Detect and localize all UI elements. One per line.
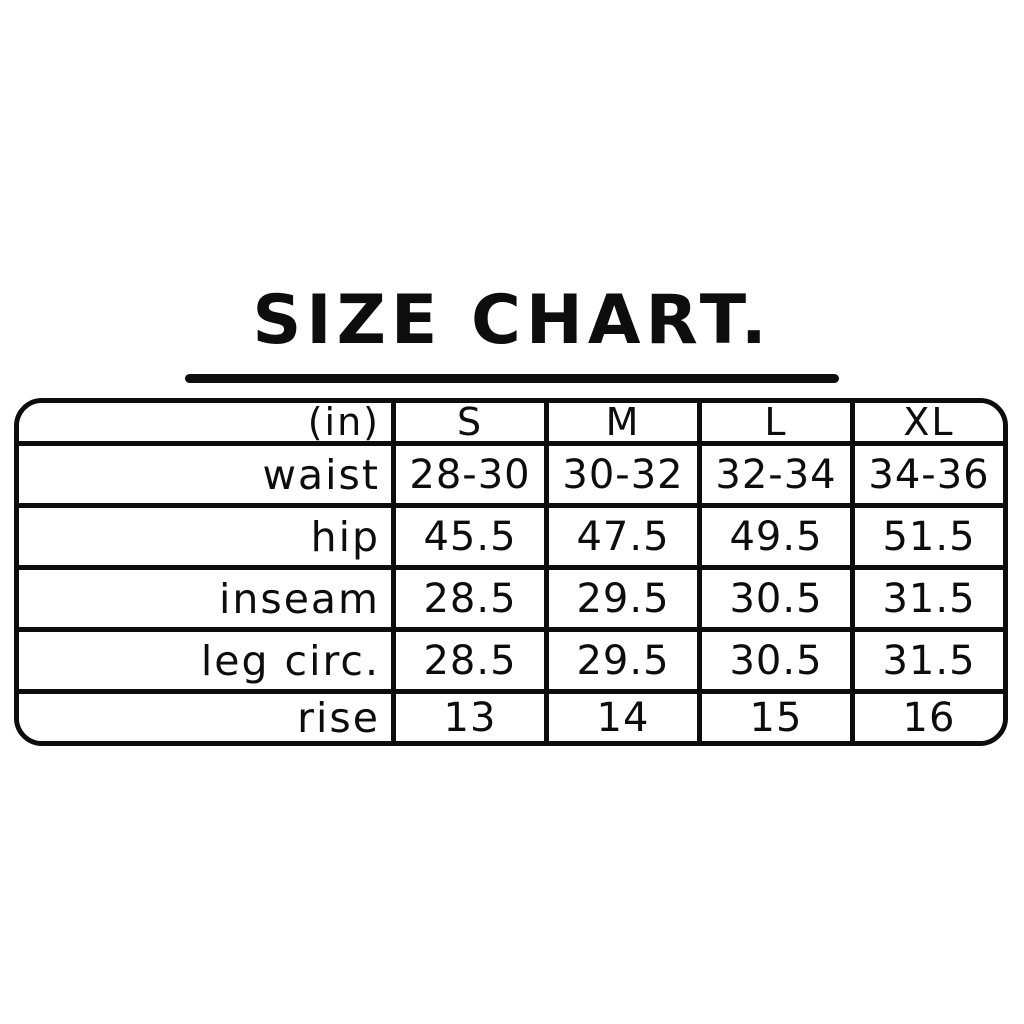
page-title: SIZE CHART. xyxy=(252,280,772,360)
row-label-hip: hip xyxy=(19,503,391,565)
rise-l-value: 15 xyxy=(697,689,850,741)
column-header-s: S xyxy=(391,403,544,441)
leg-circ-xl-value: 31.5 xyxy=(850,627,1003,689)
inseam-l-value: 30.5 xyxy=(697,565,850,627)
inseam-s-value: 28.5 xyxy=(391,565,544,627)
waist-l-value: 32-34 xyxy=(697,441,850,503)
leg-circ-l-value: 30.5 xyxy=(697,627,850,689)
size-chart-table: (in) S M L XL waist 28-30 30-32 32-34 34… xyxy=(14,398,1008,746)
unit-header-cell: (in) xyxy=(19,403,391,441)
column-header-xl: XL xyxy=(850,403,1003,441)
hip-m-value: 47.5 xyxy=(544,503,697,565)
hip-l-value: 49.5 xyxy=(697,503,850,565)
leg-circ-s-value: 28.5 xyxy=(391,627,544,689)
rise-s-value: 13 xyxy=(391,689,544,741)
title-underline xyxy=(185,374,839,383)
waist-s-value: 28-30 xyxy=(391,441,544,503)
column-header-m: M xyxy=(544,403,697,441)
leg-circ-m-value: 29.5 xyxy=(544,627,697,689)
column-header-l: L xyxy=(697,403,850,441)
row-label-rise: rise xyxy=(19,689,391,741)
waist-xl-value: 34-36 xyxy=(850,441,1003,503)
rise-xl-value: 16 xyxy=(850,689,1003,741)
row-label-inseam: inseam xyxy=(19,565,391,627)
inseam-m-value: 29.5 xyxy=(544,565,697,627)
inseam-xl-value: 31.5 xyxy=(850,565,1003,627)
waist-m-value: 30-32 xyxy=(544,441,697,503)
row-label-leg-circ: leg circ. xyxy=(19,627,391,689)
hip-xl-value: 51.5 xyxy=(850,503,1003,565)
rise-m-value: 14 xyxy=(544,689,697,741)
row-label-waist: waist xyxy=(19,441,391,503)
hip-s-value: 45.5 xyxy=(391,503,544,565)
